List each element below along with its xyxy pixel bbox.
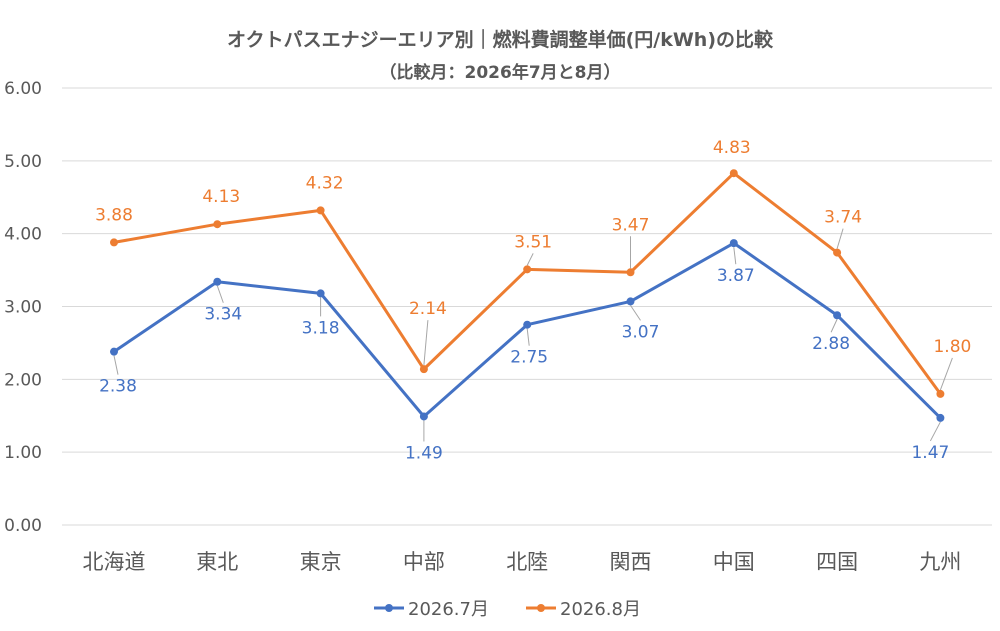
- data-label: 3.74: [824, 208, 862, 228]
- data-point: [419, 412, 428, 421]
- y-tick-label: 5.00: [4, 152, 42, 172]
- data-label-leader-lines: [113, 228, 953, 442]
- x-axis-category-labels: 北海道 東北 東京 中部 北陸 関西 中国 四国 九州: [83, 550, 962, 574]
- leader-line: [630, 305, 641, 321]
- x-category-label: 東北: [196, 550, 238, 574]
- data-label: 1.80: [933, 337, 971, 357]
- y-tick-label: 1.00: [4, 443, 42, 463]
- data-label: 2.38: [99, 377, 137, 397]
- chart-subtitle: （比較月：2026年7月と8月）: [380, 62, 621, 83]
- leader-line: [830, 319, 838, 333]
- data-point: [833, 248, 842, 257]
- y-tick-label: 0.00: [4, 516, 42, 536]
- leader-line: [526, 328, 530, 346]
- x-category-label: 中部: [403, 550, 445, 574]
- x-category-label: 東京: [300, 550, 342, 574]
- y-tick-label: 6.00: [4, 79, 42, 99]
- legend-swatch-marker: [537, 604, 545, 612]
- data-point: [110, 238, 118, 247]
- data-point: [523, 265, 532, 274]
- x-category-label: 北海道: [83, 550, 146, 574]
- legend: 2026.7月 2026.8月: [374, 599, 641, 620]
- data-point: [626, 297, 635, 306]
- data-label: 4.13: [202, 187, 240, 207]
- data-label: 1.47: [911, 443, 949, 463]
- leader-line: [733, 247, 737, 265]
- x-category-label: 四国: [816, 550, 858, 574]
- data-label: 3.34: [204, 305, 242, 325]
- data-label: 4.83: [713, 138, 751, 158]
- data-label: 3.18: [302, 318, 340, 338]
- y-tick-label: 3.00: [4, 298, 42, 318]
- data-point: [523, 320, 532, 329]
- data-point: [936, 413, 945, 422]
- data-label: 2.14: [409, 299, 447, 319]
- leader-line: [939, 357, 953, 391]
- chart-title: オクトパスエナジーエリア別｜燃料費調整単価(円/kWh)の比較: [227, 28, 774, 51]
- x-category-label: 中国: [713, 550, 755, 574]
- y-axis-tick-labels: 0.00 1.00 2.00 3.00 4.00 5.00 6.00: [4, 79, 42, 536]
- x-category-label: 関西: [610, 550, 652, 574]
- data-labels: 2.38 3.34 3.18 1.49 2.75 3.07 3.87 2.88 1.47 3.88…: [95, 138, 971, 463]
- data-label: 3.51: [514, 232, 552, 252]
- data-label: 2.75: [510, 348, 548, 368]
- data-point: [213, 220, 222, 229]
- data-label: 3.07: [622, 322, 660, 342]
- leader-line: [929, 421, 941, 442]
- gridlines: [62, 87, 992, 526]
- leader-line: [423, 320, 429, 366]
- x-category-label: 九州: [919, 550, 961, 574]
- data-label: 2.88: [812, 334, 850, 354]
- y-tick-label: 2.00: [4, 370, 42, 390]
- data-label: 4.32: [306, 173, 344, 193]
- leader-line: [216, 285, 224, 303]
- data-point: [626, 268, 635, 277]
- data-point: [316, 206, 325, 215]
- data-label: 3.47: [612, 215, 650, 235]
- data-point: [419, 365, 428, 374]
- data-point: [833, 311, 842, 320]
- leader-line: [526, 253, 534, 266]
- series-lines: [110, 169, 945, 422]
- x-category-label: 北陸: [506, 550, 548, 574]
- legend-label: 2026.8月: [560, 599, 641, 620]
- data-point: [213, 277, 222, 286]
- data-point: [110, 347, 118, 356]
- legend-label: 2026.7月: [408, 599, 489, 620]
- leader-line: [836, 228, 844, 249]
- legend-swatch-marker: [385, 604, 393, 612]
- data-point: [316, 289, 325, 298]
- leader-line: [113, 355, 119, 375]
- data-label: 3.87: [717, 266, 755, 286]
- data-label: 1.49: [405, 443, 443, 463]
- data-label: 3.88: [95, 205, 133, 225]
- data-point: [729, 169, 738, 178]
- y-tick-label: 4.00: [4, 225, 42, 245]
- data-point: [936, 389, 945, 398]
- data-point: [729, 239, 738, 248]
